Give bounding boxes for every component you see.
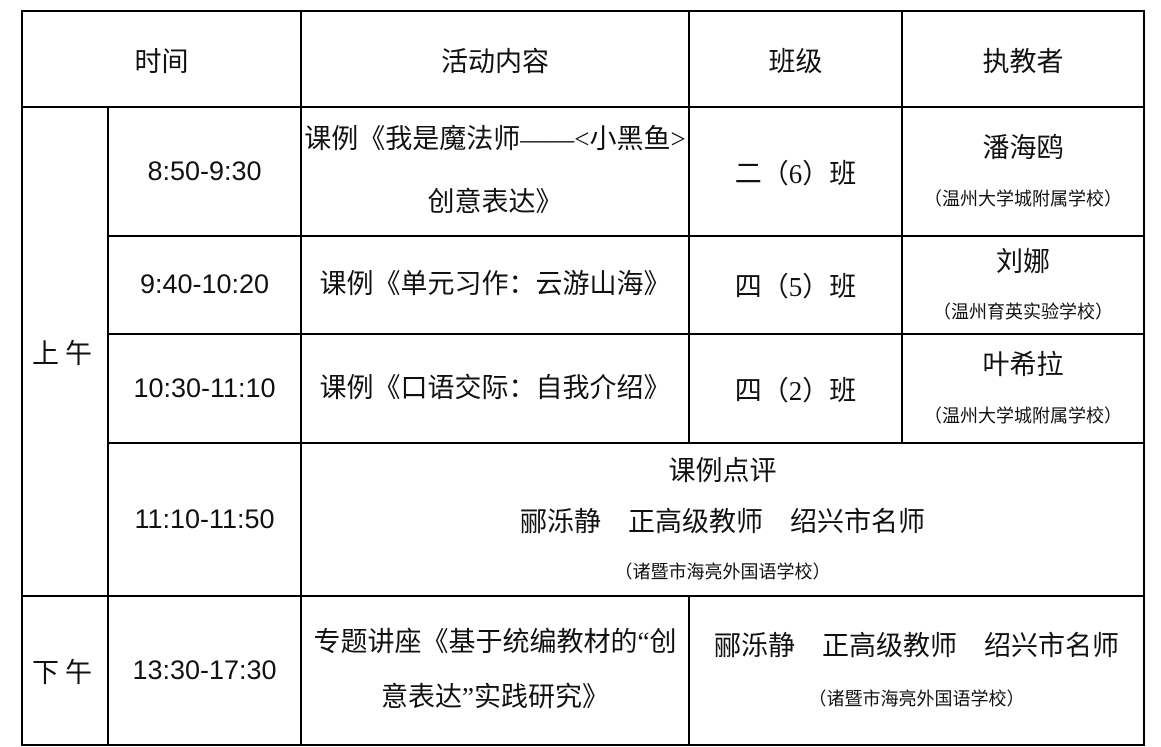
session-row-2: 9:40-10:20 课例《单元习作：云游山海》 四（5）班 刘娜 （温州育英实… bbox=[22, 234, 1145, 335]
activity-cell: 专题讲座《基于统编教材的“创意表达”实践研究》 bbox=[300, 594, 690, 746]
period-morning: 上午 bbox=[21, 106, 109, 597]
teacher-school: （温州育英实验学校） bbox=[933, 302, 1113, 323]
time-cell: 10:30-11:10 bbox=[107, 332, 302, 444]
session-row-3: 10:30-11:10 课例《口语交际：自我介绍》 四（2）班 叶希拉 （温州大… bbox=[22, 332, 1145, 444]
teacher-cell: 刘娜 （温州育英实验学校） bbox=[901, 234, 1145, 335]
header-row: 时间 活动内容 班级 执教者 bbox=[21, 10, 1145, 108]
teacher-school: （温州大学城附属学校） bbox=[924, 405, 1122, 426]
time-cell: 9:40-10:20 bbox=[107, 234, 302, 335]
time-cell: 11:10-11:50 bbox=[107, 441, 302, 597]
evaluation-speaker: 郦泺静 正高级教师 绍兴市名师 bbox=[520, 506, 925, 537]
class-cell: 二（6）班 bbox=[688, 106, 903, 237]
session-row-5: 下午 13:30-17:30 专题讲座《基于统编教材的“创意表达”实践研究》 郦… bbox=[21, 594, 1145, 746]
evaluation-cell: 课例点评 郦泺静 正高级教师 绍兴市名师 （诸暨市海亮外国语学校） bbox=[300, 441, 1145, 597]
time-cell: 8:50-9:30 bbox=[107, 106, 302, 237]
teacher-name: 潘海鸥 bbox=[982, 133, 1064, 164]
activity-cell: 课例《口语交际：自我介绍》 bbox=[300, 332, 690, 444]
class-cell: 四（5）班 bbox=[688, 234, 903, 335]
period-afternoon: 下午 bbox=[21, 594, 109, 746]
session-row-4: 11:10-11:50 课例点评 郦泺静 正高级教师 绍兴市名师 （诸暨市海亮外… bbox=[22, 441, 1145, 597]
evaluation-title: 课例点评 bbox=[668, 456, 777, 487]
evaluation-school: （诸暨市海亮外国语学校） bbox=[614, 561, 831, 582]
lecturer-cell: 郦泺静 正高级教师 绍兴市名师 （诸暨市海亮外国语学校） bbox=[688, 594, 1145, 746]
header-time: 时间 bbox=[21, 10, 302, 108]
class-cell: 四（2）班 bbox=[688, 332, 903, 444]
activity-cell: 课例《我是魔法师——<小黑鱼>创意表达》 bbox=[300, 106, 690, 237]
header-activity: 活动内容 bbox=[300, 10, 690, 108]
lecturer-school: （诸暨市海亮外国语学校） bbox=[808, 688, 1025, 709]
schedule-table: 时间 活动内容 班级 执教者 上午 8:50-9:30 课例《我是魔法师——<小… bbox=[21, 10, 1145, 746]
lecturer-speaker: 郦泺静 正高级教师 绍兴市名师 bbox=[714, 631, 1119, 662]
teacher-cell: 叶希拉 （温州大学城附属学校） bbox=[901, 332, 1145, 444]
teacher-name: 刘娜 bbox=[996, 246, 1050, 277]
teacher-name: 叶希拉 bbox=[982, 350, 1064, 381]
activity-cell: 课例《单元习作：云游山海》 bbox=[300, 234, 690, 335]
header-teacher: 执教者 bbox=[901, 10, 1145, 108]
time-cell: 13:30-17:30 bbox=[107, 594, 302, 746]
session-row-1: 上午 8:50-9:30 课例《我是魔法师——<小黑鱼>创意表达》 二（6）班 … bbox=[21, 106, 1145, 597]
teacher-cell: 潘海鸥 （温州大学城附属学校） bbox=[901, 106, 1145, 237]
teacher-school: （温州大学城附属学校） bbox=[924, 188, 1122, 209]
header-class: 班级 bbox=[688, 10, 903, 108]
